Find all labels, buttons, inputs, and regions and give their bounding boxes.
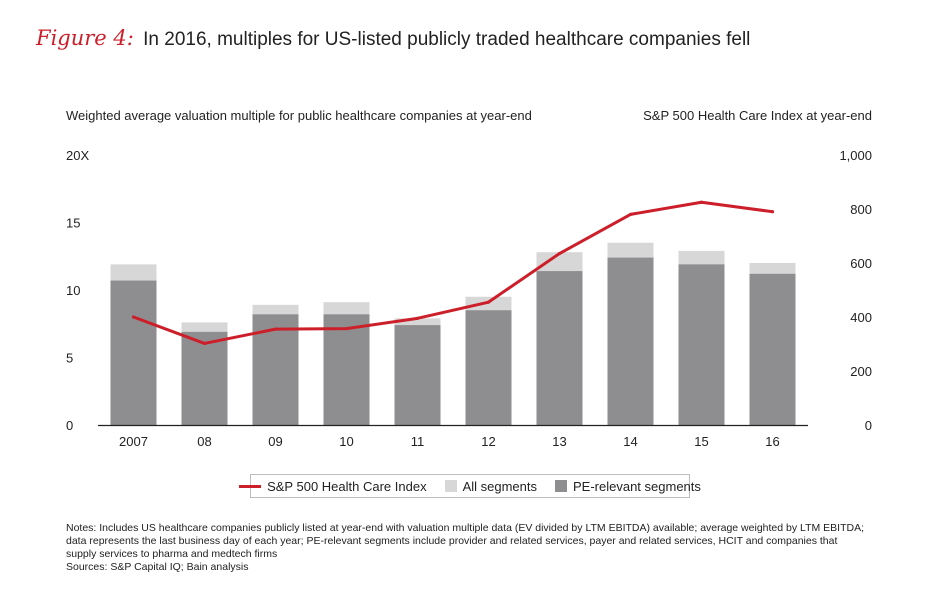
x-tick-label: 2007 bbox=[119, 434, 148, 449]
index-line-series bbox=[132, 200, 774, 345]
y-left-tick-label: 5 bbox=[66, 351, 73, 366]
chart-notes: Notes: Includes US healthcare companies … bbox=[66, 522, 866, 574]
figure-label: Figure 4: bbox=[36, 26, 134, 50]
index-point-14 bbox=[628, 212, 633, 216]
x-tick-label: 14 bbox=[623, 434, 637, 449]
figure-heading: In 2016, multiples for US-listed publicl… bbox=[143, 29, 751, 50]
index-point-09 bbox=[273, 327, 278, 331]
x-tick-label: 16 bbox=[765, 434, 779, 449]
y-left-tick-label: 0 bbox=[66, 418, 73, 433]
bar-pe-segments-15 bbox=[678, 264, 725, 425]
y-right-tick-label: 200 bbox=[850, 364, 872, 379]
right-axis-caption: S&P 500 Health Care Index at year-end bbox=[643, 108, 872, 123]
index-point-10 bbox=[344, 327, 349, 331]
x-tick-label: 12 bbox=[481, 434, 495, 449]
chart-legend: S&P 500 Health Care Index All segments P… bbox=[239, 474, 701, 498]
bar-pe-segments-10 bbox=[323, 314, 370, 425]
x-tick-label: 08 bbox=[197, 434, 211, 449]
index-point-15 bbox=[699, 200, 704, 204]
x-tick-label: 13 bbox=[552, 434, 566, 449]
left-axis-caption: Weighted average valuation multiple for … bbox=[66, 108, 532, 123]
legend-swatch-all bbox=[444, 480, 457, 492]
index-point-08 bbox=[202, 341, 207, 346]
bar-pe-segments-13 bbox=[536, 271, 583, 425]
y-right-tick-label: 800 bbox=[850, 202, 872, 217]
bar-pe-segments-08 bbox=[181, 331, 228, 425]
legend-label-all: All segments bbox=[462, 478, 537, 494]
legend-item-pe: PE-relevant segments bbox=[555, 479, 701, 494]
y-left-tick-label: 20X bbox=[66, 148, 89, 163]
x-tick-label: 15 bbox=[694, 434, 708, 449]
sources-text: Sources: S&P Capital IQ; Bain analysis bbox=[66, 561, 249, 573]
y-right-tick-label: 0 bbox=[865, 418, 872, 433]
legend-line-swatch bbox=[239, 484, 262, 488]
legend-label-index: S&P 500 Health Care Index bbox=[267, 478, 427, 494]
bar-pe-segments-16 bbox=[749, 273, 796, 425]
chart-canvas: 2007 08 09 10 11 12 13 14 15 16 0 5 10 15 20X 0 200 400 60… bbox=[66, 148, 872, 449]
bar-pe-segments-11 bbox=[394, 325, 441, 425]
legend-item-all: All segments bbox=[444, 478, 537, 494]
index-point-16 bbox=[770, 210, 775, 214]
index-point-11 bbox=[415, 316, 420, 320]
y-right-tick-label: 600 bbox=[850, 256, 872, 271]
legend-label-pe: PE-relevant segments bbox=[573, 478, 701, 494]
notes-text: Notes: Includes US healthcare companies … bbox=[66, 522, 864, 560]
x-tick-label: 11 bbox=[411, 434, 425, 449]
y-right-tick-label: 400 bbox=[850, 310, 872, 325]
index-point-13 bbox=[557, 251, 562, 256]
y-left-tick-label: 15 bbox=[66, 216, 80, 231]
bar-pe-segments-12 bbox=[465, 310, 512, 425]
index-point-12 bbox=[486, 300, 491, 304]
y-right-tick-label: 1,000 bbox=[839, 148, 872, 163]
legend-swatch-pe bbox=[555, 480, 567, 492]
legend-item-index: S&P 500 Health Care Index bbox=[239, 478, 427, 494]
y-left-tick-label: 10 bbox=[66, 283, 80, 298]
index-point-2007 bbox=[131, 315, 136, 319]
figure-title: Figure 4: In 2016, multiples for US-list… bbox=[36, 26, 750, 51]
x-tick-label: 10 bbox=[339, 434, 353, 449]
bar-pe-segments-2007 bbox=[110, 280, 157, 425]
bar-pe-segments-14 bbox=[607, 257, 654, 425]
x-tick-label: 09 bbox=[268, 434, 282, 449]
